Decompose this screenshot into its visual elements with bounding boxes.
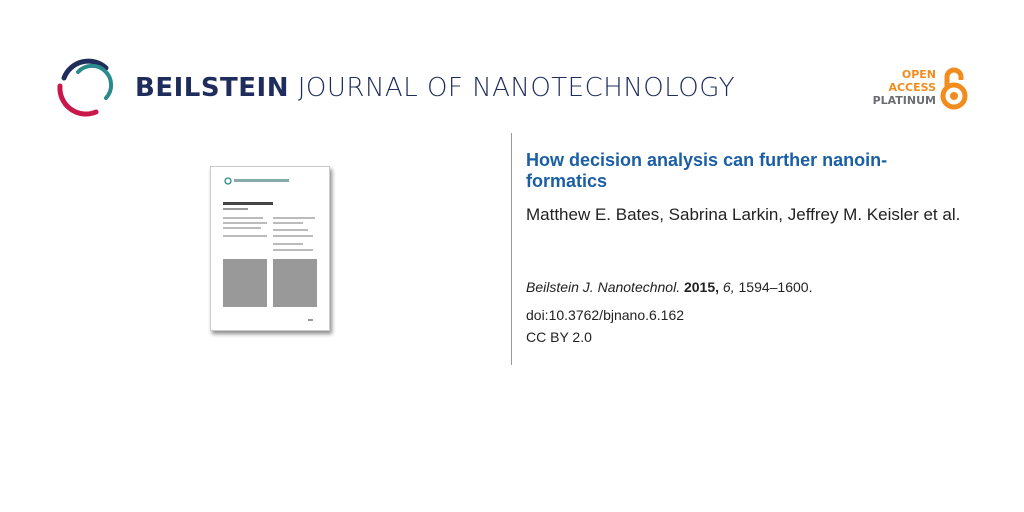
open-access-badge: OPEN ACCESS PLATINUM bbox=[872, 68, 936, 107]
article-thumbnail[interactable] bbox=[210, 166, 330, 331]
article-title[interactable]: How decision analysis can further nanoin… bbox=[526, 150, 888, 191]
license[interactable]: CC BY 2.0 bbox=[526, 329, 592, 345]
divider bbox=[511, 133, 512, 365]
beilstein-logo-icon bbox=[57, 58, 114, 117]
citation: Beilstein J. Nanotechnol. 2015, 6, 1594–… bbox=[526, 279, 813, 295]
journal-name: BEILSTEIN JOURNAL OF NANOTECHNOLOGY bbox=[135, 73, 735, 103]
article-authors: Matthew E. Bates, Sabrina Larkin, Jeffre… bbox=[526, 205, 961, 224]
doi[interactable]: doi:10.3762/bjnano.6.162 bbox=[526, 307, 685, 323]
open-lock-icon bbox=[940, 67, 968, 110]
